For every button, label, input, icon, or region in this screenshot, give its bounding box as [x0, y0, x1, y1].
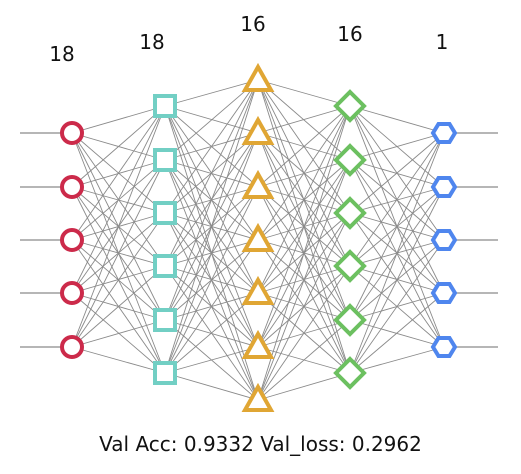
layer-4-node-5-diamond-icon	[333, 303, 367, 337]
layer-1-node-5-circle-icon	[60, 335, 84, 359]
layer-2-node-3-square-icon	[153, 201, 177, 225]
validation-metrics: Val Acc: 0.9332 Val_loss: 0.2962	[0, 432, 521, 456]
layer-5-node-4-hexagon-icon	[430, 281, 458, 305]
edge-3-5-1	[257, 105, 351, 294]
connections	[71, 79, 445, 401]
neurons	[60, 62, 458, 412]
edge-2-6-7	[164, 372, 259, 401]
layer-3-node-4-triangle-icon	[241, 222, 275, 252]
edge-1-5-5	[71, 319, 166, 348]
layer-2-node-4-square-icon	[153, 254, 177, 278]
edge-3-7-3	[257, 212, 351, 401]
edge-2-6-1	[164, 79, 259, 374]
edge-3-7-4	[257, 265, 351, 401]
edge-2-6-6	[164, 346, 259, 374]
edge-4-1-1	[349, 105, 445, 134]
layer-2-node-5-square-icon	[153, 308, 177, 332]
edge-3-4-1	[257, 105, 351, 241]
layer-1-node-2-circle-icon	[60, 175, 84, 199]
layer-4-node-3-diamond-icon	[333, 196, 367, 230]
layer-5-node-3-hexagon-icon	[430, 228, 458, 252]
edge-2-2-1	[164, 79, 259, 161]
val-acc-label: Val Acc:	[99, 432, 178, 456]
layer-2-count: 18	[139, 30, 165, 54]
edge-1-5-4	[71, 265, 166, 348]
layer-3-node-5-triangle-icon	[241, 275, 275, 305]
edge-2-1-1	[164, 79, 259, 107]
layer-4-node-2-diamond-icon	[333, 143, 367, 177]
edge-1-5-1	[71, 105, 166, 348]
val-acc-value: 0.9332	[183, 432, 254, 456]
edge-4-3-1	[349, 132, 445, 214]
edge-3-7-5	[257, 319, 351, 401]
edge-4-6-4	[349, 292, 445, 374]
edge-4-6-5	[349, 346, 445, 374]
layer-2-node-2-square-icon	[153, 148, 177, 172]
layer-5-node-2-hexagon-icon	[430, 175, 458, 199]
layer-3-node-6-triangle-icon	[241, 329, 275, 359]
layer-3-node-3-triangle-icon	[241, 169, 275, 199]
layer-5-node-1-hexagon-icon	[430, 121, 458, 145]
layer-2-node-6-square-icon	[153, 361, 177, 385]
edge-1-3-1	[71, 105, 166, 241]
edge-1-5-3	[71, 212, 166, 348]
edge-2-6-5	[164, 292, 259, 374]
edge-1-2-1	[71, 105, 166, 188]
edge-4-6-3	[349, 239, 445, 374]
edge-1-5-6	[71, 346, 166, 374]
edge-4-4-1	[349, 132, 445, 267]
edge-3-3-1	[257, 105, 351, 188]
edge-2-6-3	[164, 186, 259, 374]
layer-1-node-4-circle-icon	[60, 281, 84, 305]
val-loss-value: 0.2962	[351, 432, 422, 456]
edge-1-4-1	[71, 105, 166, 294]
edge-3-1-1	[257, 79, 351, 107]
edge-2-3-1	[164, 79, 259, 214]
layer-1-node-3-circle-icon	[60, 228, 84, 252]
edge-4-6-2	[349, 186, 445, 374]
edge-1-4-6	[71, 292, 166, 374]
layer-4-node-6-diamond-icon	[333, 356, 367, 390]
edge-2-5-1	[164, 79, 259, 321]
edge-2-6-4	[164, 239, 259, 374]
layer-4-node-1-diamond-icon	[333, 89, 367, 123]
edge-3-7-6	[257, 372, 351, 401]
layer-4-count: 16	[337, 22, 363, 46]
edge-1-1-1	[71, 105, 166, 134]
edge-3-6-1	[257, 105, 351, 348]
edge-3-7-1	[257, 105, 351, 401]
edge-2-4-1	[164, 79, 259, 267]
layer-3-node-1-triangle-icon	[241, 62, 275, 92]
edge-3-7-2	[257, 159, 351, 401]
layer-1-node-1-circle-icon	[60, 121, 84, 145]
edge-2-6-2	[164, 132, 259, 374]
edge-4-6-1	[349, 132, 445, 374]
layer-3-count: 16	[240, 12, 266, 36]
edge-1-5-2	[71, 159, 166, 348]
layer-3-node-7-triangle-icon	[241, 382, 275, 412]
layer-1-count: 18	[49, 42, 75, 66]
layer-5-node-5-hexagon-icon	[430, 335, 458, 359]
layer-4-node-4-diamond-icon	[333, 249, 367, 283]
layer-3-node-2-triangle-icon	[241, 115, 275, 145]
layer-5-count: 1	[435, 30, 449, 54]
edge-4-2-1	[349, 132, 445, 161]
edge-4-5-1	[349, 132, 445, 321]
edge-3-2-1	[257, 105, 351, 134]
layer-2-node-1-square-icon	[153, 94, 177, 118]
val-loss-label: Val_loss:	[260, 432, 346, 456]
